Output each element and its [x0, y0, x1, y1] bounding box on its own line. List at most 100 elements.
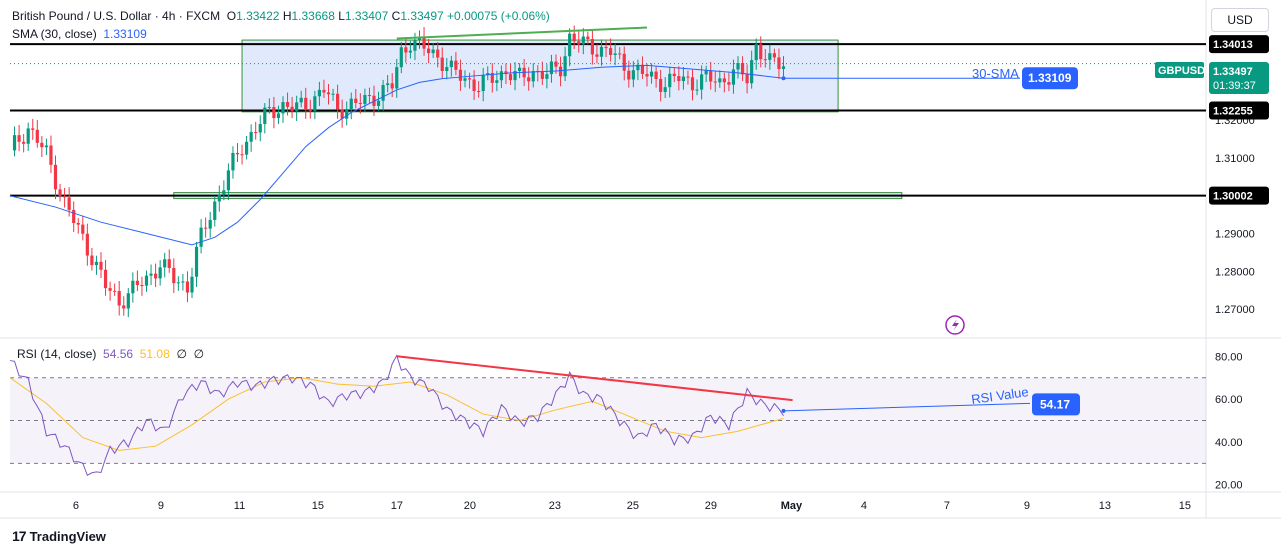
- candle-body: [35, 129, 39, 143]
- low-value: 1.33407: [344, 9, 389, 23]
- price-tag: 1.33497: [1213, 66, 1253, 78]
- candle-body: [454, 60, 458, 70]
- candle-body: [222, 190, 226, 195]
- time-tick-label: 20: [464, 500, 476, 512]
- currency-button[interactable]: USD: [1211, 8, 1269, 32]
- level-label-bg: [1209, 35, 1269, 54]
- candle-body: [436, 49, 440, 58]
- candle-body: [554, 61, 558, 67]
- candle-body: [49, 145, 53, 165]
- candle-body: [759, 44, 763, 60]
- change-value: +0.00075 (+0.06%): [447, 9, 550, 23]
- time-tick-label: 11: [234, 500, 245, 512]
- candle-body: [163, 259, 167, 268]
- sma-line: [9, 64, 784, 246]
- candle-body: [745, 74, 749, 84]
- candle-body: [668, 73, 672, 88]
- candle-body: [458, 69, 463, 81]
- brand-name: TradingView: [29, 528, 106, 544]
- candle-body: [204, 227, 208, 229]
- tradingview-brand[interactable]: 17 TradingView: [12, 528, 106, 544]
- candle-body: [295, 102, 299, 111]
- price-tick-label: 1.29000: [1215, 229, 1255, 241]
- level-label: 1.30002: [1213, 191, 1253, 203]
- candle-body: [545, 74, 549, 79]
- rsi-ma-value: 51.08: [139, 347, 170, 361]
- candle-body: [135, 280, 139, 286]
- sma-label: SMA (30, close): [12, 27, 97, 41]
- time-tick-label: 6: [73, 500, 79, 512]
- candle-body: [331, 93, 335, 95]
- candle-body: [404, 47, 408, 53]
- candle-body: [94, 261, 99, 266]
- candle-body: [631, 70, 635, 80]
- candle-body: [581, 36, 585, 45]
- candle-body: [750, 60, 754, 84]
- high-value: 1.33668: [291, 9, 335, 23]
- candle-body: [363, 95, 367, 104]
- candle-body: [695, 89, 699, 91]
- candle-body: [199, 227, 203, 247]
- candle-body: [681, 76, 685, 82]
- candle-body: [568, 33, 572, 57]
- candle-body: [85, 233, 89, 256]
- candle-body: [99, 261, 103, 270]
- candle-body: [90, 255, 94, 266]
- candle-body: [613, 53, 617, 55]
- candle-body: [217, 194, 221, 202]
- sma-annotation-text: 30-SMA: [972, 66, 1019, 81]
- candle-body: [481, 74, 485, 92]
- candle-body: [345, 109, 349, 119]
- candle-body: [508, 74, 513, 81]
- sma-legend[interactable]: SMA (30, close) 1.33109: [12, 27, 147, 41]
- candle-body: [704, 70, 708, 75]
- candle-body: [622, 53, 626, 71]
- symbol-title: British Pound / U.S. Dollar · 4h · FXCM: [12, 9, 221, 23]
- candle-body: [604, 46, 608, 49]
- candle-body: [12, 135, 17, 151]
- low-label: L: [338, 9, 345, 23]
- candle-body: [495, 80, 499, 83]
- candle-body: [445, 67, 449, 71]
- candle-body: [181, 281, 185, 283]
- candle-body: [727, 82, 731, 85]
- candle-body: [81, 224, 85, 234]
- candle-body: [226, 170, 230, 191]
- time-tick-label: May: [781, 500, 803, 512]
- candle-body: [63, 196, 67, 198]
- candle-body: [326, 92, 331, 95]
- time-tick-label: 25: [627, 500, 639, 512]
- rsi-legend[interactable]: RSI (14, close) 54.56 51.08 ∅ ∅: [17, 347, 204, 361]
- candle-body: [213, 201, 217, 220]
- candle-body: [108, 288, 112, 291]
- candle-body: [208, 219, 212, 229]
- candle-body: [540, 71, 544, 79]
- price-tick-label: 1.28000: [1215, 266, 1255, 278]
- candle-body: [477, 91, 481, 93]
- candle-body: [558, 66, 563, 77]
- candle-body: [308, 108, 312, 111]
- candle-body: [190, 276, 194, 293]
- candle-body: [281, 102, 285, 114]
- candle-body: [627, 70, 631, 80]
- candle-body: [440, 57, 444, 71]
- time-tick-label: 4: [861, 500, 867, 512]
- tradingview-logo-icon: 17: [12, 528, 27, 544]
- candle-body: [154, 273, 158, 279]
- candle-body: [700, 74, 704, 90]
- candle-body: [267, 107, 271, 109]
- candle-body: [609, 48, 613, 55]
- candle-body: [258, 124, 262, 133]
- range-box: [241, 39, 839, 113]
- candle-body: [367, 95, 372, 97]
- sma-value-box: [1022, 67, 1078, 90]
- candle-body: [663, 87, 667, 92]
- time-tick-label: 15: [312, 500, 324, 512]
- candle-body: [563, 56, 567, 77]
- price-tick-label: 1.27000: [1215, 304, 1255, 316]
- candle-body: [254, 132, 258, 134]
- time-tick-label: 9: [1024, 500, 1030, 512]
- candle-body: [67, 197, 71, 210]
- candle-body: [577, 41, 581, 45]
